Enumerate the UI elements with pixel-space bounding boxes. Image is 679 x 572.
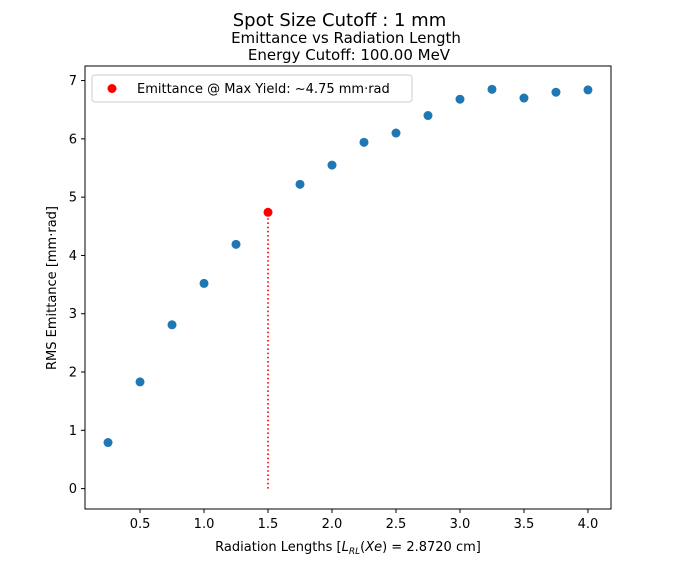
data-point <box>167 320 177 330</box>
y-axis: 0 1 2 3 4 5 6 7 <box>69 74 85 497</box>
data-point <box>583 85 593 95</box>
y-axis-label: RMS Emittance [mm·rad] <box>45 206 60 370</box>
legend-label: Emittance @ Max Yield: ~4.75 mm·rad <box>137 82 390 97</box>
y-tick-label: 5 <box>69 191 77 206</box>
data-point <box>135 377 145 387</box>
chart-title-line-1: Emittance vs Radiation Length <box>231 29 461 47</box>
data-point <box>103 438 113 448</box>
x-tick-label: 2.0 <box>322 517 343 532</box>
x-tick-label: 0.5 <box>130 517 151 532</box>
y-tick-label: 6 <box>69 132 77 147</box>
y-tick-label: 4 <box>69 249 77 264</box>
y-tick-label: 1 <box>69 424 77 439</box>
x-axis-label: Radiation Lengths [LRL(Xe) = 2.8720 cm] <box>215 540 481 557</box>
data-point <box>327 160 337 170</box>
x-tick-label: 1.5 <box>258 517 279 532</box>
data-point <box>519 93 529 103</box>
x-tick-label: 1.0 <box>194 517 215 532</box>
y-tick-label: 0 <box>69 482 77 497</box>
max-yield-point <box>263 207 273 217</box>
data-point <box>359 137 369 147</box>
legend-box <box>91 74 413 103</box>
data-point <box>231 239 241 249</box>
legend-marker <box>107 84 117 93</box>
chart-suptitle: Spot Size Cutoff : 1 mm <box>233 10 447 31</box>
plot-area <box>103 84 593 489</box>
y-tick-label: 7 <box>69 74 77 89</box>
data-point <box>487 84 497 94</box>
x-axis: 0.5 1.0 1.5 2.0 2.5 3.0 3.5 4.0 <box>130 509 599 532</box>
data-point <box>551 87 561 97</box>
x-tick-label: 3.5 <box>514 517 535 532</box>
y-tick-label: 3 <box>69 307 77 322</box>
data-point <box>295 179 305 189</box>
x-tick-label: 4.0 <box>578 517 599 532</box>
data-point <box>391 128 401 138</box>
x-tick-label: 2.5 <box>386 517 407 532</box>
x-tick-label: 3.0 <box>450 517 471 532</box>
data-point <box>199 278 209 288</box>
chart-title-line-2: Energy Cutoff: 100.00 MeV <box>248 46 451 64</box>
legend: Emittance @ Max Yield: ~4.75 mm·rad <box>91 74 413 103</box>
y-tick-label: 2 <box>69 366 77 381</box>
data-point <box>423 111 433 121</box>
plot-frame <box>84 65 612 510</box>
data-point <box>455 94 465 104</box>
